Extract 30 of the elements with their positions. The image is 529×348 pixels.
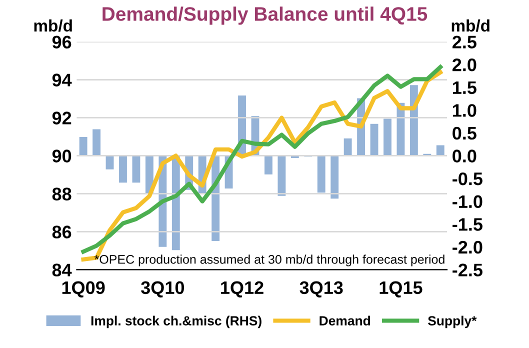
y2-tick-label: -0.5 bbox=[452, 172, 482, 186]
legend-label: Demand bbox=[320, 316, 370, 326]
x-tick-label: 1Q12 bbox=[221, 281, 264, 298]
legend-label: Impl. stock ch.&misc (RHS) bbox=[91, 316, 262, 328]
annotation: *OPEC production assumed at 30 mb/d through forecast period bbox=[94, 254, 444, 266]
legend-label: Supply* bbox=[428, 316, 477, 328]
y-tick-label: 84 bbox=[52, 264, 72, 276]
y2-tick-label: 0.5 bbox=[452, 126, 476, 140]
y-tick-label: 94 bbox=[52, 74, 72, 86]
y2-tick-label: 1.5 bbox=[453, 81, 476, 94]
y2-tick-label: 0.0 bbox=[452, 150, 476, 162]
y2-tick-label: -1.0 bbox=[452, 195, 482, 208]
x-tick-label: 3Q13 bbox=[300, 281, 343, 298]
x-tick-label: 1Q15 bbox=[380, 281, 422, 298]
y2-tick-label: -2.5 bbox=[452, 264, 482, 276]
chart-title: Demand/Supply Balance until 4Q15 bbox=[102, 6, 428, 25]
y2-axis-title: mb/d bbox=[452, 19, 490, 32]
y2-tick-label: -1.5 bbox=[452, 218, 482, 231]
y-tick-label: 90 bbox=[52, 150, 72, 162]
y2-tick-label: 2.5 bbox=[452, 36, 476, 48]
y-tick-label: 96 bbox=[52, 36, 72, 48]
y-tick-label: 92 bbox=[52, 112, 72, 124]
y2-tick-label: 2.0 bbox=[452, 58, 476, 72]
y-tick-label: 88 bbox=[52, 188, 72, 200]
x-tick-label: 3Q10 bbox=[141, 281, 184, 298]
y2-tick-label: 1.0 bbox=[453, 104, 476, 117]
y2-tick-label: -2.0 bbox=[452, 240, 482, 254]
y-axis-title: mb/d bbox=[34, 19, 72, 32]
y-tick-label: 86 bbox=[52, 226, 72, 238]
x-tick-label: 1Q09 bbox=[62, 281, 105, 298]
